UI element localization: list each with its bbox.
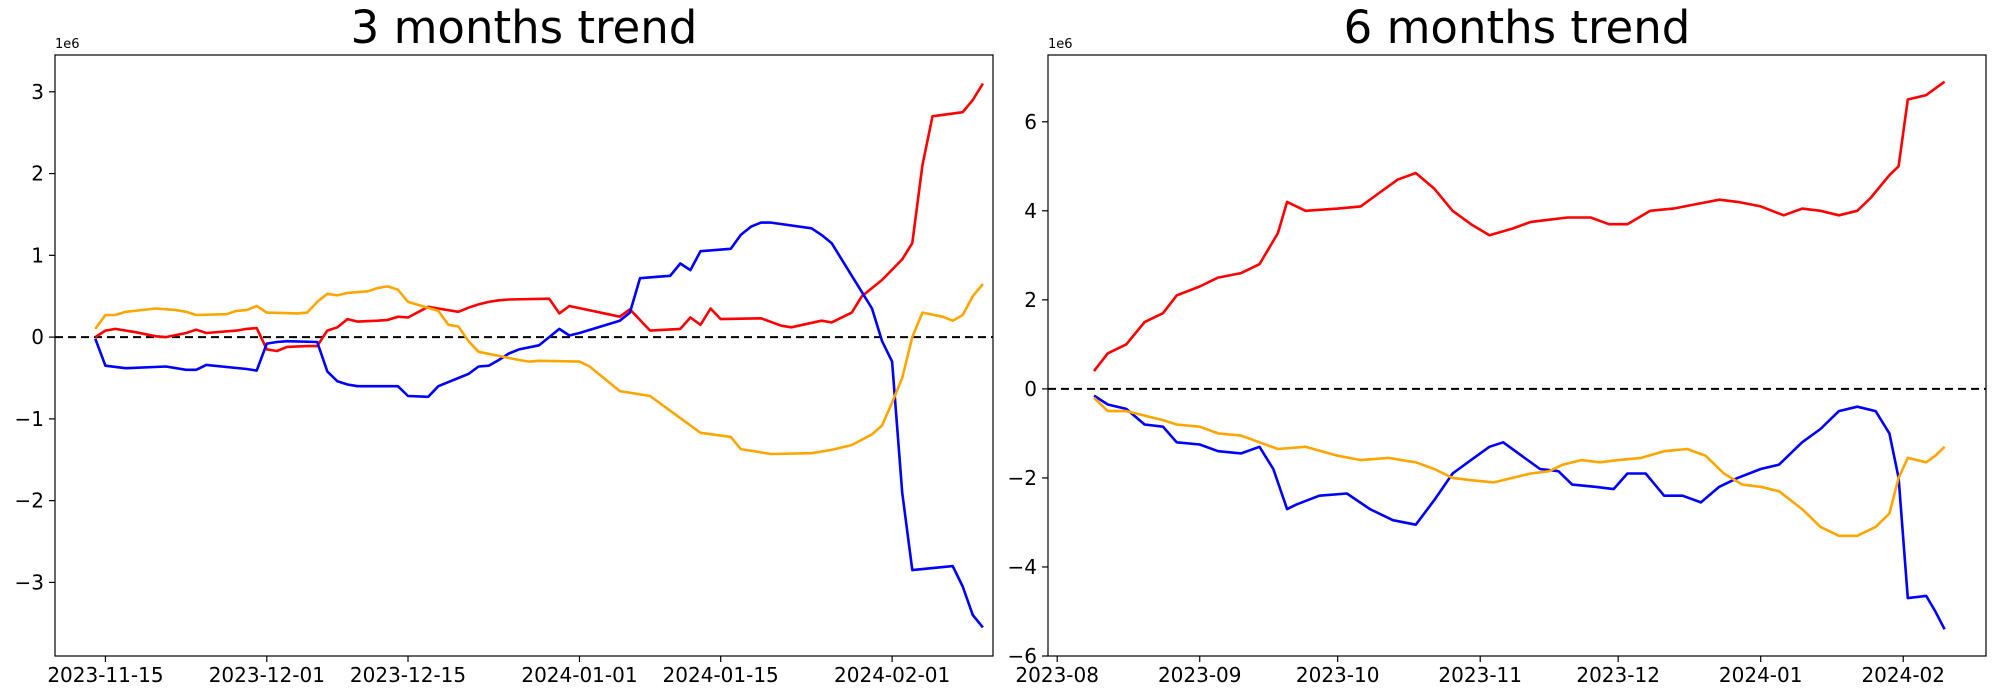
series-line-3 <box>94 283 984 456</box>
series-line-1 <box>1092 80 1946 372</box>
x-tick-label: 2023-09 <box>1158 663 1242 687</box>
x-tick-label: 2023-11-15 <box>47 663 163 687</box>
y-tick-label: 1 <box>31 243 44 267</box>
x-tick-label: 2023-08 <box>1015 663 1099 687</box>
y-tick-label: −2 <box>15 489 44 513</box>
plot-area-frame <box>1047 54 1987 657</box>
chart-3-months: 3 months trend 1e6 −3 −2 −1 0 1 2 3 2023-11-15 202… <box>15 1 994 687</box>
x-tick-label: 2023-12-01 <box>209 663 325 687</box>
y-tick-label: −1 <box>15 407 44 431</box>
y-tick-label: 4 <box>1024 199 1037 223</box>
series-line-2 <box>94 221 984 629</box>
x-tick-label: 2024-02 <box>1861 663 1945 687</box>
y-tick-label: 3 <box>31 80 44 104</box>
y-tick-label: −6 <box>1008 644 1037 668</box>
y-tick-label: 0 <box>31 325 44 349</box>
x-tick-label: 2024-01 <box>1719 663 1803 687</box>
y-tick-label: −2 <box>1008 466 1037 490</box>
series-line-1 <box>94 82 985 353</box>
x-tick-label: 2024-02-01 <box>834 663 950 687</box>
x-tick-label: 2024-01-15 <box>663 663 779 687</box>
y-tick-label: 2 <box>1024 288 1037 312</box>
x-tick-label: 2023-12-15 <box>350 663 466 687</box>
y-tick-label: 6 <box>1024 110 1037 134</box>
y-tick-label: 0 <box>1024 377 1037 401</box>
y-offset-label: 1e6 <box>1048 37 1073 52</box>
plot-area-frame <box>54 54 994 657</box>
y-tick-label: −4 <box>1008 555 1037 579</box>
series-line-3 <box>1093 396 1946 538</box>
y-tick-label: −3 <box>15 570 44 594</box>
chart-title: 3 months trend <box>351 1 698 54</box>
x-tick-label: 2023-11 <box>1438 663 1522 687</box>
series-line-2 <box>1093 394 1946 630</box>
x-tick-label: 2024-01-01 <box>521 663 637 687</box>
x-tick-label: 2023-10 <box>1296 663 1380 687</box>
y-tick-label: 2 <box>31 162 44 186</box>
y-offset-label: 1e6 <box>55 37 80 52</box>
chart-6-months: 6 months trend 1e6 −6 −4 −2 0 2 4 6 2023-08 2023-0… <box>1008 1 1987 687</box>
chart-title: 6 months trend <box>1344 1 1691 54</box>
x-tick-label: 2023-12 <box>1576 663 1660 687</box>
